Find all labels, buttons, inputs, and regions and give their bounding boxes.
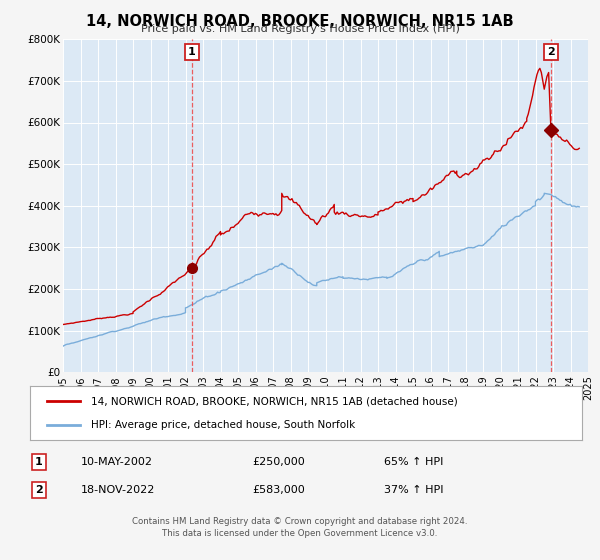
Text: This data is licensed under the Open Government Licence v3.0.: This data is licensed under the Open Gov… bbox=[163, 529, 437, 538]
Text: £583,000: £583,000 bbox=[252, 485, 305, 495]
Text: Price paid vs. HM Land Registry's House Price Index (HPI): Price paid vs. HM Land Registry's House … bbox=[140, 24, 460, 34]
Text: 14, NORWICH ROAD, BROOKE, NORWICH, NR15 1AB (detached house): 14, NORWICH ROAD, BROOKE, NORWICH, NR15 … bbox=[91, 396, 457, 407]
Text: 18-NOV-2022: 18-NOV-2022 bbox=[81, 485, 155, 495]
Text: 1: 1 bbox=[188, 46, 196, 57]
Text: 65% ↑ HPI: 65% ↑ HPI bbox=[384, 457, 443, 467]
Text: HPI: Average price, detached house, South Norfolk: HPI: Average price, detached house, Sout… bbox=[91, 419, 355, 430]
Text: 37% ↑ HPI: 37% ↑ HPI bbox=[384, 485, 443, 495]
Text: Contains HM Land Registry data © Crown copyright and database right 2024.: Contains HM Land Registry data © Crown c… bbox=[132, 517, 468, 526]
Text: 2: 2 bbox=[35, 485, 43, 495]
Text: 2: 2 bbox=[547, 46, 555, 57]
Text: 1: 1 bbox=[35, 457, 43, 467]
Text: £250,000: £250,000 bbox=[252, 457, 305, 467]
Text: 10-MAY-2002: 10-MAY-2002 bbox=[81, 457, 153, 467]
Text: 14, NORWICH ROAD, BROOKE, NORWICH, NR15 1AB: 14, NORWICH ROAD, BROOKE, NORWICH, NR15 … bbox=[86, 14, 514, 29]
